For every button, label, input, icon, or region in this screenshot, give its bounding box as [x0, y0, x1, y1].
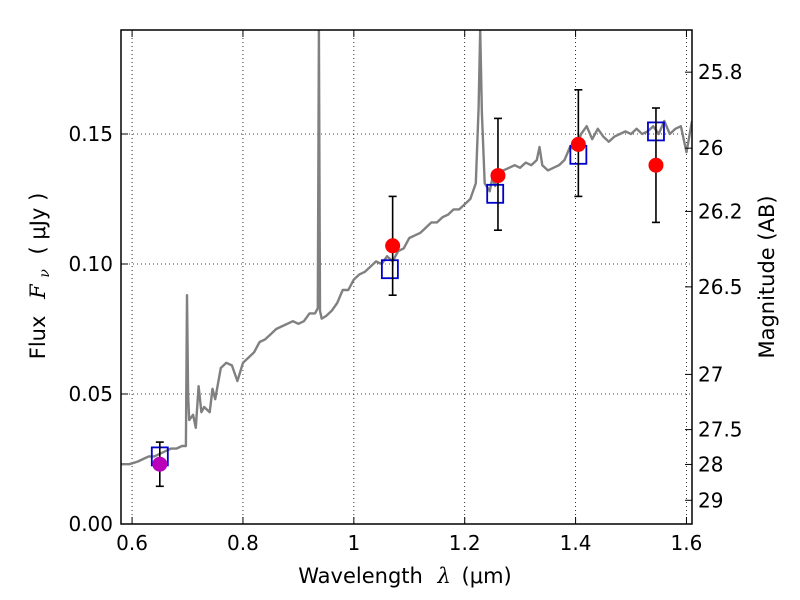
observed-flux-point [648, 157, 664, 173]
y-axis-label: Flux F ν ( μJy ) [26, 193, 54, 360]
y-axis-label-subscript: ν [37, 269, 53, 278]
y-axis-label-symbol: F [26, 283, 50, 300]
model-flux-square [380, 259, 399, 280]
grid-lines [121, 30, 692, 525]
plot-frame [120, 29, 693, 525]
observed-flux-point [152, 456, 168, 472]
x-tick-label: 1 [347, 531, 360, 555]
x-tick-label: 1.4 [560, 531, 592, 555]
y2-tick-label: 25.8 [698, 60, 743, 84]
observed-flux-point [490, 168, 506, 184]
y2-tick-label: 29 [698, 488, 723, 512]
y-tick-label: 0.00 [68, 512, 113, 536]
observed-flux-point [570, 136, 586, 152]
x-axis-label-text: Wavelength [298, 564, 423, 588]
y2-tick-label: 26.2 [698, 199, 743, 223]
y2-tick-label: 28 [698, 452, 723, 476]
x-tick-label: 1.6 [671, 531, 703, 555]
y-tick-label: 0.05 [68, 382, 113, 406]
marker-layer [150, 89, 665, 488]
y-axis-label-unit: ( μJy ) [26, 193, 50, 255]
y-axis-label-text: Flux [26, 316, 50, 360]
spectrum-line-layer [121, 30, 692, 466]
spectrum-line [121, 30, 692, 466]
tick-layer: 0.6 0.8 1 1.2 1.4 1.6 0.00 0.05 0.10 0.15 25.8 26 26… [68, 30, 743, 555]
y2-axis-label: Magnitude (AB) [755, 195, 779, 358]
x-axis-label-unit: (μm) [462, 564, 512, 588]
x-tick-label: 0.6 [116, 531, 148, 555]
observed-flux-point [385, 238, 401, 254]
y-tick-label: 0.15 [68, 122, 113, 146]
x-tick-label: 0.8 [227, 531, 259, 555]
y2-tick-label: 27.5 [698, 418, 743, 442]
y2-tick-label: 26.5 [698, 275, 743, 299]
y-tick-label: 0.10 [68, 252, 113, 276]
y2-tick-label: 27 [698, 362, 723, 386]
x-axis-label: Wavelength λ (μm) [298, 564, 511, 588]
model-flux-square [486, 183, 505, 204]
x-axis-label-symbol: λ [437, 564, 451, 588]
x-tick-label: 1.2 [449, 531, 481, 555]
y2-tick-label: 26 [698, 136, 723, 160]
